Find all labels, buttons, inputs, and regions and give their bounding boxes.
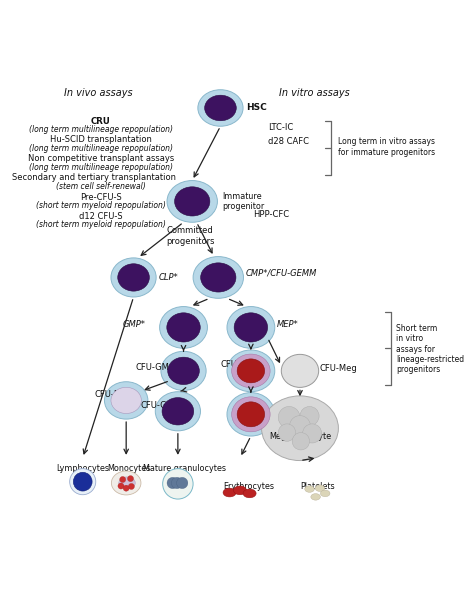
Ellipse shape [234, 313, 268, 342]
Ellipse shape [167, 181, 218, 222]
Text: (long term multilineage repopulation): (long term multilineage repopulation) [29, 144, 173, 153]
Circle shape [167, 478, 178, 489]
Ellipse shape [237, 402, 264, 427]
Ellipse shape [320, 490, 330, 497]
Text: (long term multilineage repopulation): (long term multilineage repopulation) [29, 163, 173, 172]
Text: CLP*: CLP* [158, 273, 178, 282]
Ellipse shape [168, 357, 200, 384]
Text: Long term in vitro assays
for immature progenitors: Long term in vitro assays for immature p… [338, 137, 435, 157]
Text: HSC: HSC [246, 103, 267, 112]
Text: d12 CFU-S: d12 CFU-S [79, 211, 123, 221]
Text: (short term myeloid repopulation): (short term myeloid repopulation) [36, 220, 166, 229]
Text: GMP*: GMP* [123, 320, 146, 329]
Ellipse shape [118, 264, 149, 291]
Text: (long term multilineage repopulation): (long term multilineage repopulation) [29, 125, 173, 134]
Text: Secondary and tertiary transplantation: Secondary and tertiary transplantation [12, 173, 176, 182]
Text: (stem cell self-renewal): (stem cell self-renewal) [56, 182, 146, 191]
Text: Pre-CFU-S: Pre-CFU-S [80, 192, 122, 201]
Circle shape [123, 485, 129, 491]
Circle shape [70, 469, 96, 495]
Circle shape [290, 416, 310, 437]
Text: CFU-Meg: CFU-Meg [319, 364, 357, 373]
Text: (short term myeloid repopulation): (short term myeloid repopulation) [36, 201, 166, 210]
Ellipse shape [232, 397, 270, 432]
Circle shape [292, 432, 310, 450]
Text: Lymphocytes: Lymphocytes [56, 464, 109, 473]
Circle shape [172, 478, 182, 489]
Circle shape [128, 476, 134, 482]
Text: In vivo assays: In vivo assays [64, 88, 133, 98]
Text: CFU-E: CFU-E [220, 360, 246, 369]
Ellipse shape [234, 486, 246, 495]
Text: Monocytes: Monocytes [108, 464, 151, 473]
Ellipse shape [161, 351, 206, 390]
Text: d28 CAFC: d28 CAFC [268, 137, 309, 146]
Ellipse shape [111, 387, 141, 413]
Text: CRU: CRU [91, 116, 111, 125]
Ellipse shape [119, 477, 135, 489]
Ellipse shape [167, 313, 200, 342]
Ellipse shape [227, 393, 275, 436]
Circle shape [302, 424, 322, 443]
Circle shape [300, 406, 319, 426]
Text: HPP-CFC: HPP-CFC [253, 210, 289, 219]
Text: Committed
progenitors: Committed progenitors [166, 226, 215, 246]
Ellipse shape [232, 354, 270, 388]
Ellipse shape [311, 494, 320, 500]
Circle shape [278, 406, 300, 428]
Ellipse shape [281, 355, 319, 387]
Text: CFU-M: CFU-M [94, 390, 121, 399]
Ellipse shape [227, 350, 275, 391]
Text: CMP*/CFU-GEMM: CMP*/CFU-GEMM [246, 268, 317, 277]
Text: LTC-IC: LTC-IC [268, 123, 293, 132]
Circle shape [119, 476, 126, 482]
Text: Erythrocytes: Erythrocytes [223, 482, 274, 491]
Ellipse shape [262, 396, 338, 460]
Circle shape [118, 483, 124, 489]
Text: Non competitive transplant assays: Non competitive transplant assays [28, 154, 174, 163]
Text: Immature
progenitor: Immature progenitor [222, 192, 264, 211]
Text: Mature granulocytes: Mature granulocytes [143, 464, 226, 473]
Circle shape [278, 424, 296, 441]
Ellipse shape [160, 307, 208, 348]
Circle shape [177, 478, 188, 489]
Ellipse shape [243, 489, 256, 498]
Ellipse shape [162, 397, 194, 425]
Ellipse shape [111, 258, 156, 297]
Text: CFU-G: CFU-G [140, 401, 167, 410]
Ellipse shape [305, 486, 314, 492]
Text: In vitro assays: In vitro assays [279, 88, 349, 98]
Text: MEP*: MEP* [277, 320, 299, 329]
Ellipse shape [198, 90, 243, 127]
Ellipse shape [104, 382, 148, 419]
Text: Hu-SCID transplantation: Hu-SCID transplantation [50, 135, 152, 144]
Ellipse shape [205, 95, 236, 121]
Text: Megakaryocyte: Megakaryocyte [269, 432, 331, 441]
Ellipse shape [174, 187, 210, 216]
Text: Short term
in vitro
assays for
lineage-restricted
progenitors: Short term in vitro assays for lineage-r… [396, 324, 465, 374]
Circle shape [73, 472, 92, 491]
Ellipse shape [193, 257, 244, 298]
Ellipse shape [223, 488, 236, 497]
Ellipse shape [315, 485, 325, 491]
Text: CFU-GM: CFU-GM [136, 363, 170, 372]
Ellipse shape [227, 307, 275, 348]
Ellipse shape [201, 263, 236, 292]
Text: Platelets: Platelets [300, 482, 335, 491]
Text: BFU-E: BFU-E [278, 406, 303, 415]
Ellipse shape [237, 359, 264, 383]
Ellipse shape [155, 391, 201, 431]
Ellipse shape [111, 471, 141, 495]
Circle shape [163, 469, 193, 499]
Circle shape [128, 484, 135, 489]
